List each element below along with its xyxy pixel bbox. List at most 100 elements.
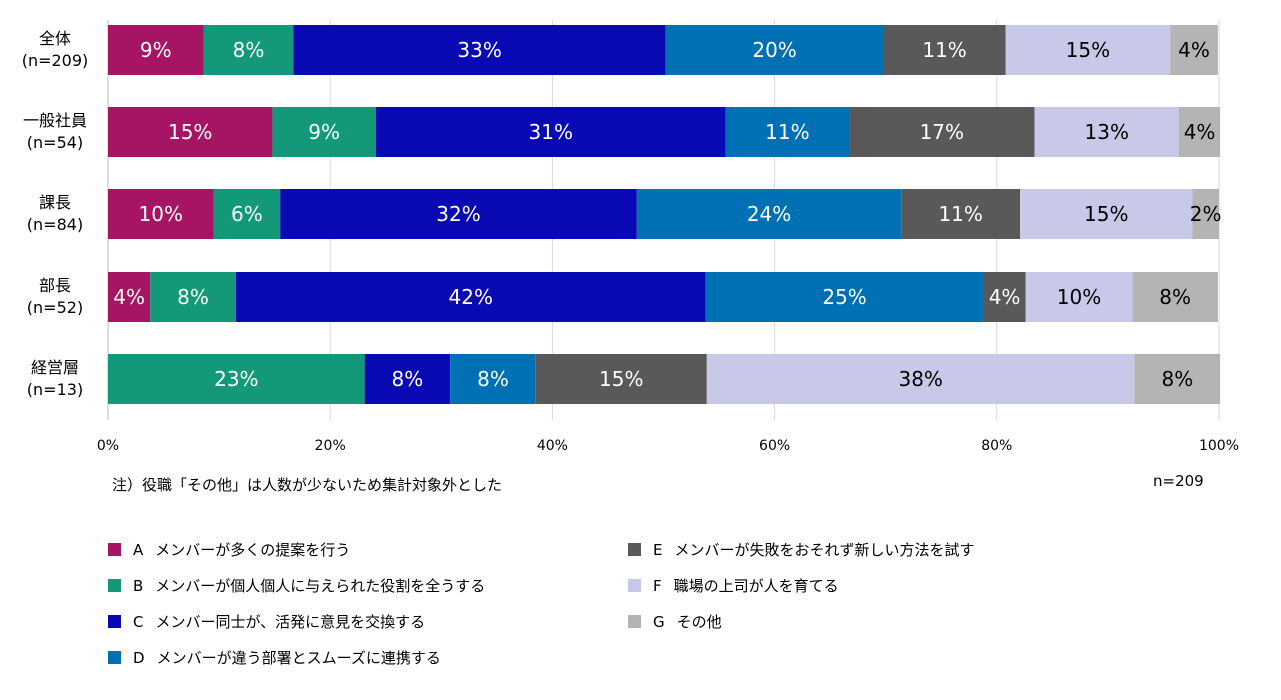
bar-segment-F: [706, 354, 1135, 404]
footnote: 注）役職「その他」は人数が少ないため集計対象外とした: [112, 476, 503, 494]
x-tick-label: 80%: [981, 438, 1013, 454]
legend-swatch: [108, 543, 121, 556]
bar-segment-G: [1192, 189, 1219, 239]
data-label: 10%: [139, 202, 183, 226]
legend-item-E: E メンバーが失敗をおそれず新しい方法を試す: [628, 539, 975, 560]
legend-swatch: [628, 543, 641, 556]
legend-item-C: C メンバー同士が、活発に意見を交換する: [108, 611, 425, 632]
data-label: 4%: [113, 285, 145, 309]
bar-segment-D: [705, 272, 984, 322]
bar-segment-E: [883, 25, 1006, 75]
category-name: 部長: [38, 276, 71, 295]
category-n: (n=209): [21, 51, 89, 70]
data-label: 8%: [177, 285, 209, 309]
category-label: 全体 (n=209): [5, 28, 105, 72]
bar-segment-C: [375, 107, 726, 157]
bar-segment-D: [450, 354, 536, 404]
legend-item-G: G その他: [628, 611, 722, 632]
legend-item-F: F 職場の上司が人を育てる: [628, 575, 839, 596]
bar-segment-F: [1005, 25, 1171, 75]
data-label: 10%: [1057, 285, 1101, 309]
data-label: 4%: [1184, 120, 1216, 144]
bar-segment-F: [1025, 272, 1133, 322]
data-label: 2%: [1190, 202, 1222, 226]
data-label: 9%: [308, 120, 340, 144]
data-label: 6%: [231, 202, 263, 226]
legend-swatch: [108, 579, 121, 592]
bar-segment-B: [108, 354, 365, 404]
bar-segment-E: [849, 107, 1035, 157]
bar-segment-G: [1134, 354, 1221, 404]
legend-key: E: [653, 540, 663, 559]
bar-segment-A: [108, 107, 273, 157]
legend-text: 職場の上司が人を育てる: [673, 577, 839, 595]
bar-segment-E: [983, 272, 1026, 322]
legend-key: C: [133, 612, 144, 631]
sample-size-label: n=209: [1153, 472, 1204, 490]
bar-segment-D: [636, 189, 902, 239]
legend-item-B: B メンバーが個人個人に与えられた役割を全うする: [108, 575, 485, 596]
x-tick-label: 100%: [1198, 438, 1240, 454]
data-label: 15%: [168, 120, 212, 144]
bar-segment-E: [535, 354, 707, 404]
bar-segment-D: [665, 25, 884, 75]
data-label: 38%: [898, 367, 942, 391]
bar-segment-F: [1034, 107, 1180, 157]
data-label: 15%: [1084, 202, 1128, 226]
legend-text: メンバーが失敗をおそれず新しい方法を試す: [674, 541, 975, 559]
category-label: 部長 (n=52): [5, 275, 105, 319]
data-label: 20%: [752, 38, 796, 62]
category-name: 一般社員: [22, 111, 87, 130]
bar-segment-B: [203, 25, 294, 75]
bar-segment-A: [108, 189, 214, 239]
data-label: 9%: [140, 38, 172, 62]
data-label: 11%: [922, 38, 966, 62]
stacked-bar-chart: 9% 8% 33% 20% 11% 15% 4% 15% 9% 31% 11% 17% 13% 4% 10%…: [107, 20, 1222, 420]
bar-segment-E: [901, 189, 1021, 239]
data-label: 11%: [938, 202, 982, 226]
data-label: 31%: [529, 120, 573, 144]
bar-segment-G: [1170, 25, 1218, 75]
bar-segment-A: [108, 25, 204, 75]
bar-segment-C: [293, 25, 666, 75]
legend-text: メンバーが個人個人に与えられた役割を全うする: [155, 577, 486, 595]
bar-segment-G: [1132, 272, 1218, 322]
data-label: 15%: [1066, 38, 1110, 62]
bar-segment-C: [235, 272, 706, 322]
legend-swatch: [108, 615, 121, 628]
bar-segment-D: [725, 107, 850, 157]
bar-segment-C: [364, 354, 451, 404]
data-label: 13%: [1085, 120, 1129, 144]
bar-segment-B: [272, 107, 376, 157]
data-label: 25%: [822, 285, 866, 309]
legend-text: メンバーが違う部署とスムーズに連携する: [156, 649, 441, 667]
legend-item-A: A メンバーが多くの提案を行う: [108, 539, 350, 560]
bar-segment-A: [108, 272, 151, 322]
legend-text: メンバー同士が、活発に意見を交換する: [155, 613, 426, 631]
bar-segment-B: [150, 272, 236, 322]
category-n: (n=84): [26, 215, 84, 234]
legend-key: B: [133, 576, 144, 595]
category-label: 経営層 (n=13): [5, 357, 105, 401]
bar-segment-F: [1020, 189, 1193, 239]
data-label: 32%: [436, 202, 480, 226]
bar-segment-C: [280, 189, 637, 239]
legend-swatch: [628, 579, 641, 592]
data-label: 17%: [920, 120, 964, 144]
legend-swatch: [628, 615, 641, 628]
data-label: 42%: [449, 285, 493, 309]
data-label: 8%: [1159, 285, 1191, 309]
x-tick-label: 40%: [536, 438, 568, 454]
category-label: 一般社員 (n=54): [5, 110, 105, 154]
data-label: 23%: [214, 367, 258, 391]
category-n: (n=13): [26, 380, 84, 399]
category-n: (n=54): [26, 133, 84, 152]
data-label: 11%: [765, 120, 809, 144]
legend-text: その他: [676, 613, 722, 631]
category-name: 課長: [38, 193, 71, 212]
bar-segment-G: [1179, 107, 1221, 157]
data-label: 15%: [599, 367, 643, 391]
legend-key: D: [133, 648, 145, 667]
data-label: 8%: [477, 367, 509, 391]
x-tick-label: 60%: [759, 438, 791, 454]
